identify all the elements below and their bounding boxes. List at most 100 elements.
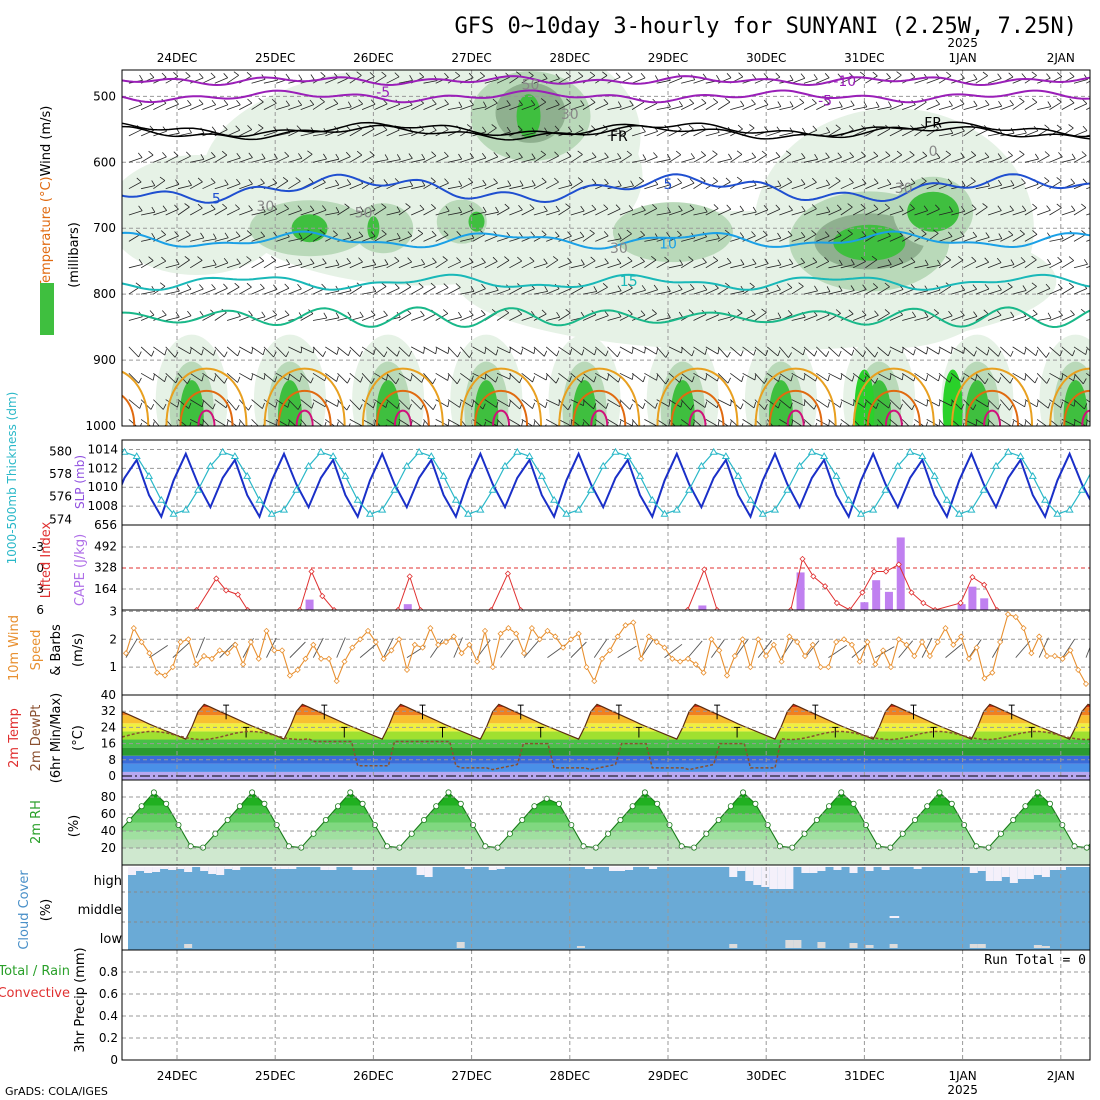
rh2m-units-label: (%) <box>67 815 82 838</box>
high-cloud-gap <box>216 867 224 875</box>
wind-tick-label: 2 <box>109 632 117 646</box>
rh-marker <box>520 817 525 822</box>
cloud-fill <box>128 867 1090 950</box>
wind-barb-feather <box>1097 128 1100 133</box>
year-label-top: 2025 <box>947 36 978 50</box>
thickness-marker <box>833 473 839 479</box>
lifted-index-marker <box>970 575 975 580</box>
cape-tick-label: 164 <box>94 582 117 596</box>
lifted-index-marker <box>982 582 987 587</box>
temp-tick-label: 40 <box>101 688 116 702</box>
rh-marker <box>1035 790 1040 795</box>
wind-speed-marker <box>311 642 316 647</box>
contour-label: FR <box>610 129 628 145</box>
wind-10m-panel: 321 <box>109 604 1094 695</box>
thickness-marker <box>256 497 262 502</box>
date-label-top: 26DEC <box>353 51 393 65</box>
high-cloud-gap <box>817 867 825 871</box>
contour-label: -5 <box>376 85 390 101</box>
slp-tick-label: 1010 <box>87 480 118 494</box>
temp-tick-label: 0 <box>108 769 116 783</box>
high-cloud-gap <box>136 867 144 871</box>
wind-speed-marker <box>272 648 277 653</box>
rh-marker <box>630 804 635 809</box>
low-cloud-gap <box>793 940 801 948</box>
meteogram: GFS 0~10day 3-hourly for SUNYANI (2.25W,… <box>0 0 1100 1100</box>
contour-label: 30 <box>610 241 628 257</box>
high-cloud-gap <box>497 867 505 869</box>
thickness-marker <box>355 497 361 502</box>
contour-label: 5 <box>212 192 221 208</box>
rh-marker <box>949 801 954 806</box>
wind-speed-marker <box>631 620 636 625</box>
thickness-marker <box>649 497 655 502</box>
rh-band <box>122 848 1090 865</box>
wind-speed-marker <box>412 642 417 647</box>
rh-legend-swatch <box>40 283 54 335</box>
lifted-index-line <box>300 572 334 611</box>
thickness-marker <box>158 497 164 502</box>
wind-10m-barb <box>290 642 305 658</box>
rh-marker <box>164 801 169 806</box>
rh-marker <box>434 804 439 809</box>
pressure-tick-label: 500 <box>93 89 116 103</box>
minmax-ylabel: (6hr Min/Max) <box>49 693 64 783</box>
thickness-marker <box>1091 463 1097 468</box>
date-label-bottom: 25DEC <box>255 1069 295 1083</box>
rh-marker <box>900 831 905 836</box>
date-label-bottom: 2JAN <box>1047 1069 1075 1083</box>
rh-marker <box>335 804 340 809</box>
wind-ylabel-barbs: & Barbs <box>49 624 64 676</box>
contour-label: 50 <box>522 78 540 94</box>
cape-bar <box>860 602 868 610</box>
pressure-tick-label: 700 <box>93 221 116 235</box>
high-cloud-gap <box>1034 867 1042 875</box>
wind-speed-marker <box>873 662 878 667</box>
rh-marker <box>323 817 328 822</box>
wind-speed-marker <box>592 679 597 684</box>
wind-10m-barb <box>149 645 167 657</box>
high-cloud-gap <box>769 867 777 889</box>
lifted-index-line <box>688 569 718 610</box>
rh-marker <box>912 817 917 822</box>
lifted-index-marker <box>407 574 412 579</box>
wind-barb-feather <box>1095 152 1099 156</box>
wind-speed-marker <box>865 640 870 645</box>
wind-10m-barb <box>875 647 894 658</box>
wind-speed-marker <box>927 654 932 659</box>
precip-tick-label: 0.2 <box>99 1031 118 1045</box>
low-cloud-gap <box>785 940 793 948</box>
rh-bands <box>122 780 1090 865</box>
high-cloud-gap <box>352 867 360 870</box>
date-label-bottom: 26DEC <box>353 1069 393 1083</box>
wind-speed-marker <box>818 665 823 670</box>
year-label-bottom: 2025 <box>947 1083 978 1097</box>
rh-marker <box>360 801 365 806</box>
high-cloud-gap <box>753 867 761 885</box>
wind-speed-marker <box>280 648 285 653</box>
rh-body <box>115 780 1100 865</box>
slp-tick-label: 1014 <box>87 442 118 456</box>
cape-bar <box>980 598 988 610</box>
wind-speed-marker <box>935 640 940 645</box>
rh-marker <box>139 804 144 809</box>
cape-bar <box>698 605 706 610</box>
slp-ylabel: SLP (mb) <box>73 455 87 509</box>
rh-marker <box>606 831 611 836</box>
date-label-top: 29DEC <box>648 51 688 65</box>
wind-units-label: (m/s) <box>71 633 86 667</box>
date-label-top: 25DEC <box>255 51 295 65</box>
middle-cloud-gap <box>890 916 900 918</box>
temp-band <box>122 748 1090 756</box>
wind-ylabel: 10m Wind <box>7 615 22 681</box>
date-label-top: 27DEC <box>451 51 491 65</box>
contour-label: -10 <box>833 74 856 90</box>
wind-speed-marker <box>779 659 784 664</box>
high-cloud-gap <box>737 867 745 871</box>
cape-tick-label: 328 <box>94 561 117 575</box>
thickness-marker <box>846 497 852 502</box>
rh-marker <box>937 790 942 795</box>
precip-tick-label: 0.4 <box>99 1009 118 1023</box>
wind-speed-line <box>126 614 1086 684</box>
wind-speed-marker <box>483 628 488 633</box>
